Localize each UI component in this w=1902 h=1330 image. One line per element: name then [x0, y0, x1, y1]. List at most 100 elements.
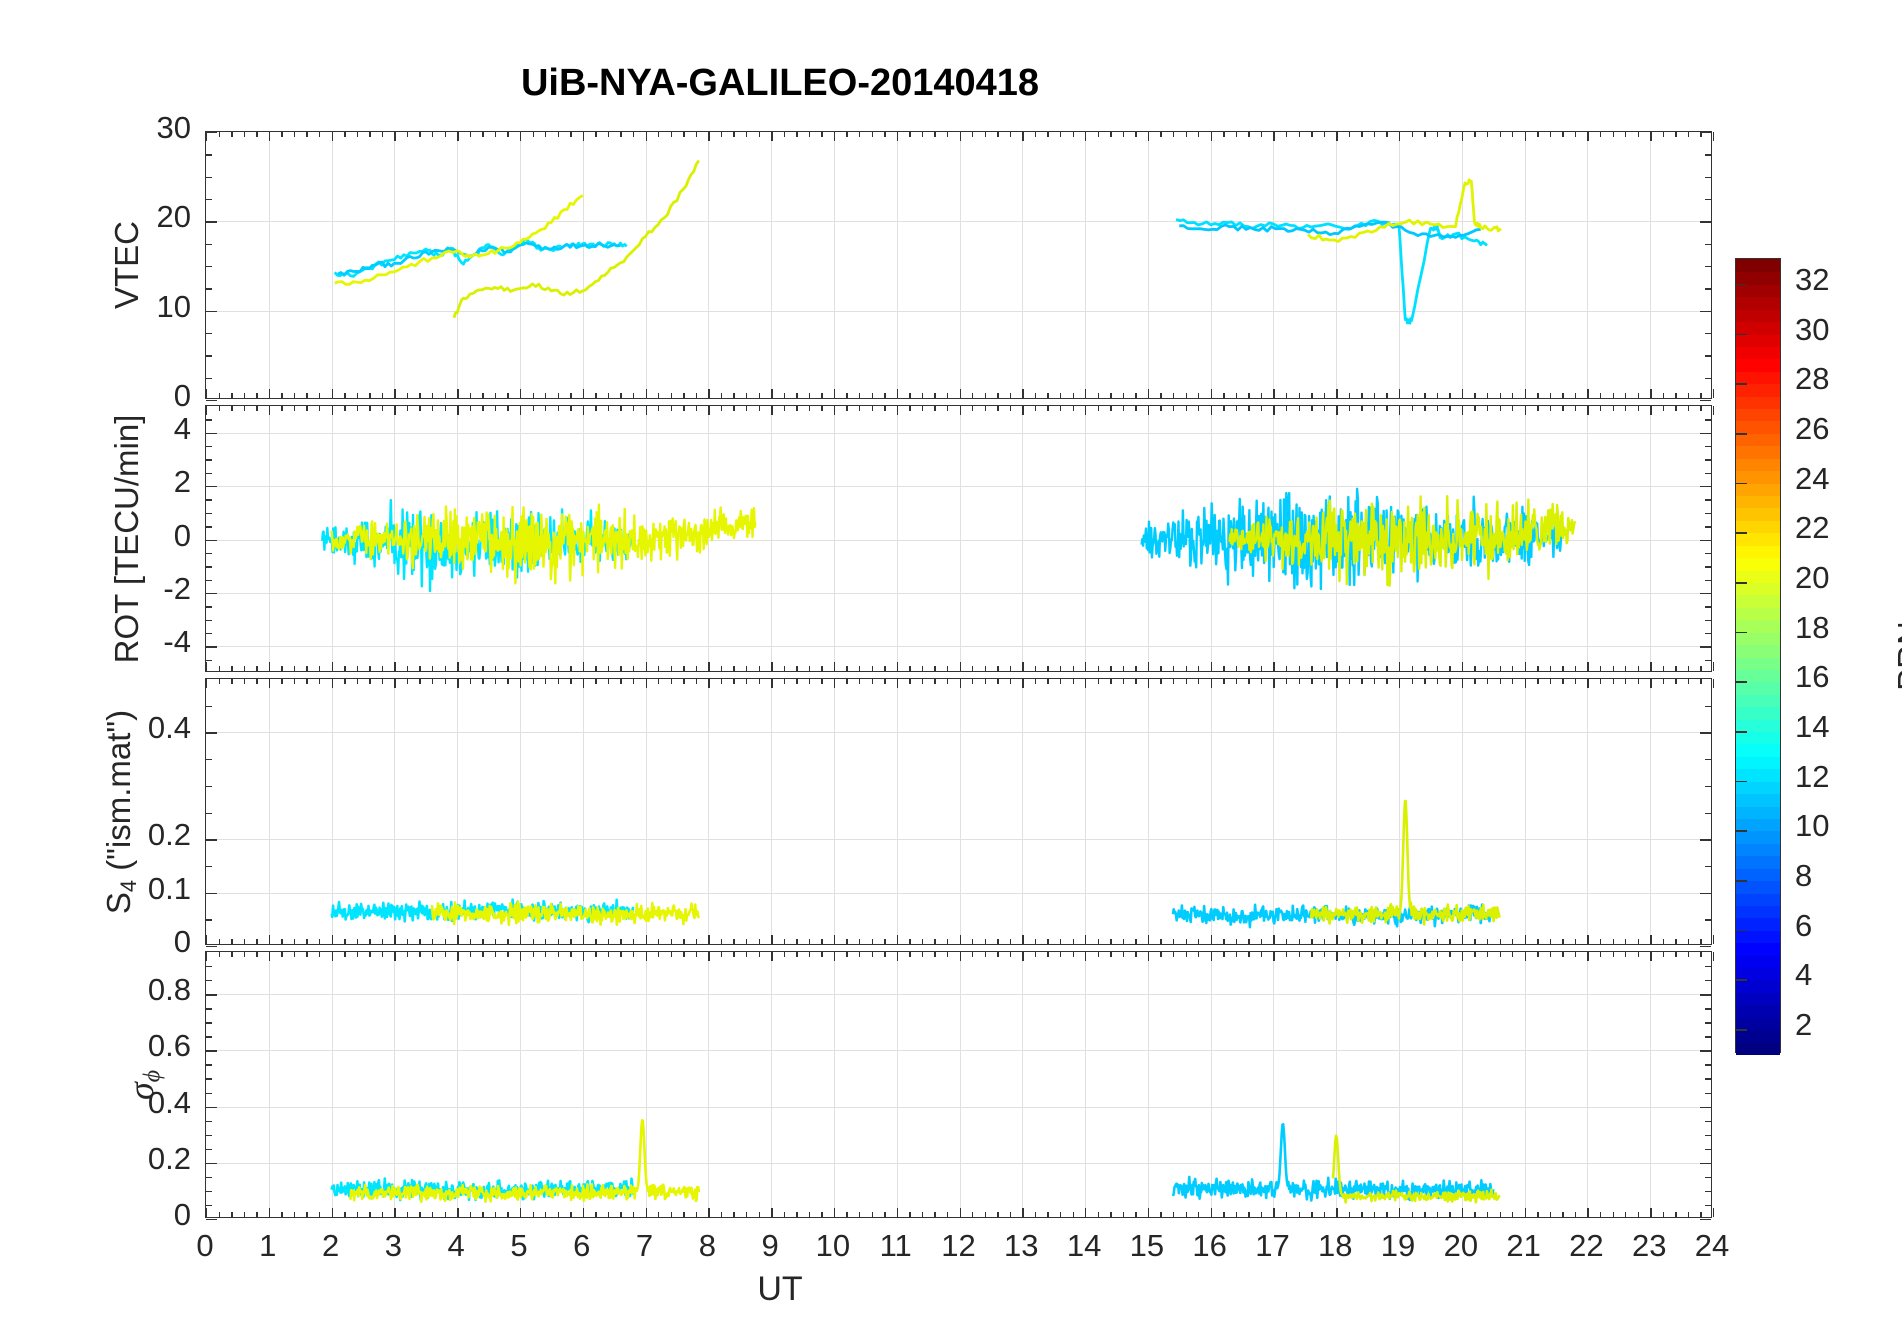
x-minor-tick — [846, 393, 848, 398]
x-minor-tick — [532, 1212, 534, 1217]
x-tick — [268, 406, 271, 415]
x-minor-tick — [1034, 132, 1037, 137]
x-minor-tick — [469, 393, 472, 398]
x-minor-tick — [1198, 1212, 1200, 1217]
colorbar-tick — [1736, 631, 1747, 634]
y-minor-tick — [206, 919, 212, 921]
x-minor-tick — [1574, 132, 1577, 137]
x-minor-tick — [632, 939, 635, 944]
x-minor-tick — [972, 666, 974, 671]
x-minor-tick — [1599, 406, 1602, 411]
x-minor-tick — [494, 666, 497, 671]
x-minor-tick — [607, 1212, 610, 1217]
x-minor-tick — [595, 952, 597, 957]
x-minor-tick — [469, 939, 472, 944]
x-minor-tick — [607, 393, 610, 398]
x-minor-tick — [1700, 666, 1702, 671]
x-minor-tick — [1248, 1212, 1250, 1217]
y-minor-tick — [1705, 419, 1711, 421]
y-minor-tick — [1705, 486, 1711, 488]
x-minor-tick — [934, 406, 936, 411]
x-minor-tick — [557, 952, 560, 957]
x-minor-tick — [632, 666, 635, 671]
colorbar-segment — [1736, 569, 1780, 583]
x-minor-tick — [1185, 679, 1187, 684]
y-minor-tick — [206, 1134, 212, 1137]
x-minor-tick — [720, 393, 723, 398]
x-minor-tick — [1135, 952, 1137, 957]
x-tick — [1713, 389, 1715, 398]
x-minor-tick — [281, 1212, 283, 1217]
x-minor-tick — [871, 132, 873, 137]
x-minor-tick — [1373, 393, 1376, 398]
x-minor-tick — [1549, 666, 1552, 671]
x-minor-tick — [444, 132, 446, 137]
x-minor-tick — [997, 952, 999, 957]
x-minor-tick — [293, 1212, 296, 1217]
series-layer — [330, 1119, 1501, 1204]
x-tick — [1524, 679, 1527, 688]
x-minor-tick — [356, 406, 359, 411]
x-minor-tick — [884, 952, 886, 957]
x-tick — [833, 952, 836, 961]
x-minor-tick — [1373, 1212, 1376, 1217]
x-minor-tick — [1135, 939, 1137, 944]
x-minor-tick — [620, 393, 622, 398]
colorbar-tick — [1736, 830, 1747, 832]
panel-rot — [205, 405, 1715, 672]
x-minor-tick — [1562, 1212, 1564, 1217]
x-minor-tick — [1185, 952, 1187, 957]
x-tick — [645, 952, 647, 961]
x-tick — [1461, 935, 1464, 944]
x-minor-tick — [720, 666, 723, 671]
y-minor-tick — [206, 310, 212, 313]
x-minor-tick — [356, 679, 359, 684]
x-minor-tick — [658, 132, 660, 137]
x-minor-tick — [670, 679, 673, 684]
x-tick — [1147, 132, 1150, 141]
x-tick — [959, 1208, 961, 1217]
x-minor-tick — [356, 1212, 359, 1217]
colorbar-segment — [1736, 619, 1780, 633]
x-minor-tick — [1260, 939, 1263, 944]
grid-line-vertical — [771, 132, 773, 398]
x-minor-tick — [1097, 1212, 1100, 1217]
x-tick — [771, 406, 773, 415]
x-minor-tick — [1034, 952, 1037, 957]
x-minor-tick — [1348, 406, 1351, 411]
x-minor-tick — [1662, 406, 1665, 411]
y-minor-tick — [206, 865, 212, 868]
grid-line-vertical — [1587, 132, 1589, 398]
x-minor-tick — [1185, 393, 1187, 398]
grid-line-vertical — [1587, 952, 1589, 1217]
x-minor-tick — [1135, 393, 1137, 398]
x-minor-tick — [1311, 666, 1313, 671]
colorbar-tick — [1736, 532, 1747, 534]
data-line — [330, 503, 757, 585]
y-minor-tick — [1705, 1022, 1711, 1024]
grid-line-vertical — [1147, 132, 1149, 398]
y-minor-tick — [206, 1106, 212, 1108]
x-minor-tick — [1486, 132, 1489, 137]
x-minor-tick — [507, 132, 509, 137]
x-minor-tick — [1047, 666, 1049, 671]
x-minor-tick — [1700, 679, 1702, 684]
x-minor-tick — [1110, 393, 1112, 398]
grid-line-vertical — [1085, 679, 1087, 944]
x-minor-tick — [1260, 1212, 1263, 1217]
grid-line-horizontal — [206, 994, 1711, 996]
x-minor-tick — [683, 666, 685, 671]
x-minor-tick — [319, 406, 321, 411]
x-tick — [331, 389, 333, 398]
grid-line-vertical — [1336, 132, 1338, 398]
x-minor-tick — [658, 952, 660, 957]
x-tick — [1587, 132, 1589, 141]
x-minor-tick — [821, 132, 823, 137]
y-minor-tick — [206, 966, 212, 968]
x-minor-tick — [720, 939, 723, 944]
x-tick — [331, 679, 333, 688]
x-minor-tick — [532, 666, 534, 671]
x-minor-tick — [1248, 132, 1250, 137]
y-minor-tick — [206, 552, 212, 555]
x-minor-tick — [1499, 939, 1501, 944]
